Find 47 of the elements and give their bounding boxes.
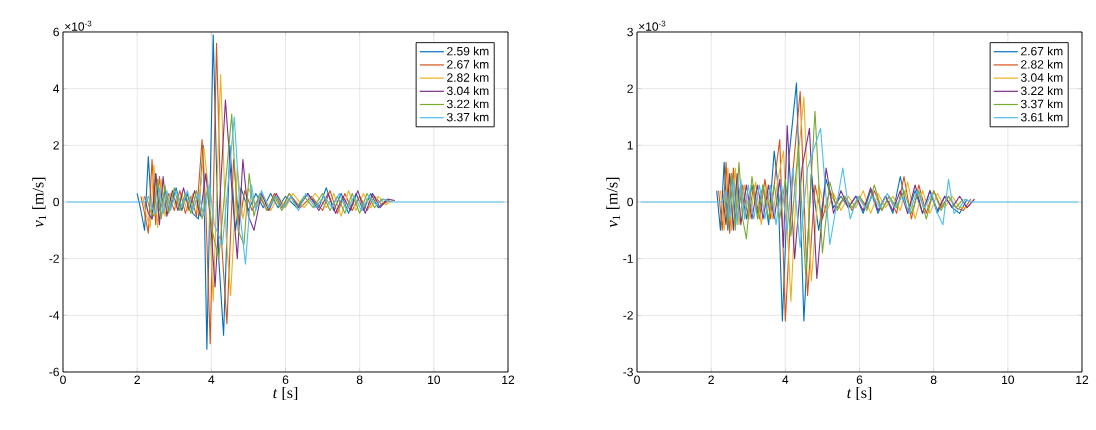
legend-label: 3.37 km [446,112,489,122]
legend-label: 3.04 km [446,86,489,96]
y-tick-label: -3 [623,367,633,377]
x-tick-label: 6 [856,375,863,385]
legend-label: 2.67 km [1021,46,1063,56]
x-tick-label: 10 [428,375,441,385]
y-tick-label: 0 [53,197,60,207]
x-axis-title: t [s] [273,386,298,401]
x-tick-label: 8 [356,375,363,385]
y-tick-label: 2 [53,141,59,150]
y-tick-label: -2 [623,311,633,320]
y-axis-title: v$_{1}$ [m/s] [606,177,620,228]
legend-label: 3.22 km [1020,86,1063,96]
y-axis-title: v$_{1}$ [m/s] [32,177,46,228]
x-tick-label: 2 [134,375,140,384]
x-tick-label: 4 [208,375,215,384]
x-axis-title: t [s] [847,386,872,401]
text: ×10$^{-3}$ [639,20,666,31]
y-tick-label: -6 [49,367,59,377]
x-tick-label: 4 [782,375,789,384]
x-tick-label: 12 [502,375,515,384]
y-tick-label: 2 [627,84,633,93]
legend-label: 3.61 km [1020,112,1063,122]
y-tick-label: -2 [49,254,59,263]
legend-label: 2.59 km [447,46,489,56]
y-tick-label: 3 [627,27,633,37]
y-tick-label: -4 [49,311,60,320]
x-tick-label: 0 [634,375,640,385]
y-tick-label: 0 [627,197,634,207]
y-tick-label: 1 [627,141,633,150]
legend-label: 3.37 km [1020,99,1063,109]
y-tick-label: -1 [623,254,633,263]
line-series [142,73,394,302]
y-tick-label: 6 [53,27,59,37]
line-series [144,99,396,288]
legend-label: 2.82 km [447,73,489,82]
x-tick-label: 10 [1002,375,1015,385]
legend-label: 2.67 km [447,59,489,69]
legend-label: 2.82 km [1021,59,1063,69]
x-tick-label: 6 [282,375,289,385]
x-tick-label: 12 [1076,375,1089,384]
x-tick-label: 2 [708,375,714,384]
y-tick-label: 4 [53,84,60,93]
legend-label: 3.22 km [446,99,489,109]
legend-label: 3.04 km [1020,73,1063,82]
x-tick-label: 8 [930,375,937,385]
text: ×10$^{-3}$ [65,20,92,31]
